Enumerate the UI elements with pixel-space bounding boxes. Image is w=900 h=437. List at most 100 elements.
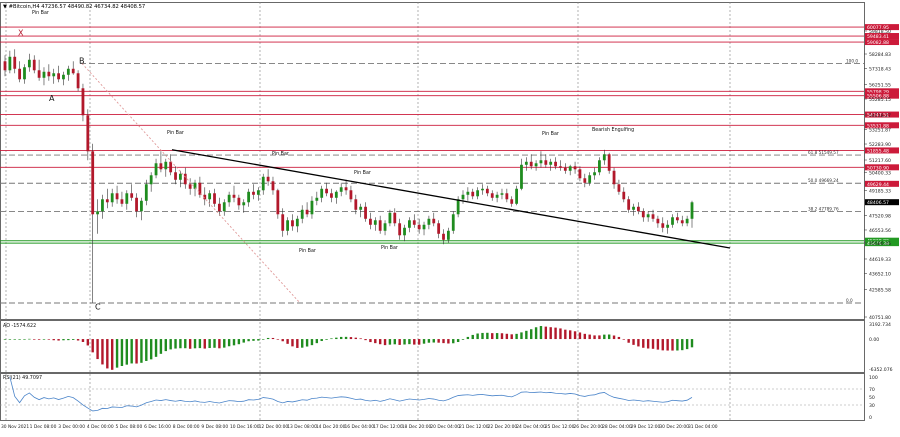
ao-bar (344, 336, 348, 340)
price-tick-label: 42585.58 (869, 287, 891, 293)
candle-body (666, 224, 670, 228)
candle-body (159, 163, 163, 170)
ao-bar (271, 337, 275, 340)
ao-bar (651, 339, 655, 349)
trendline (171, 149, 731, 249)
price-tick-label: 56251.55 (869, 83, 891, 89)
candle-body (179, 173, 182, 180)
ao-bar (583, 333, 587, 340)
candles (3, 49, 694, 303)
candle-body (408, 220, 411, 228)
candle-body (651, 214, 655, 219)
resistance-tag-bg (865, 111, 899, 118)
ao-bar (568, 330, 572, 340)
candle-body (330, 193, 333, 198)
candle-body (140, 200, 143, 212)
ao-bar (593, 335, 596, 340)
ao-bar (388, 339, 392, 345)
candle-body (52, 73, 56, 77)
ao-bar (661, 339, 664, 351)
rsi-tick-label: 50 (869, 395, 875, 401)
resistance-tag: 60077.95 (867, 25, 889, 31)
ao-bar (81, 339, 85, 342)
ao-bar (296, 339, 299, 348)
ao-bar (125, 339, 129, 365)
price-tag: 49629.44 (867, 182, 889, 188)
ao-bar (398, 339, 401, 345)
ao-bar (193, 339, 197, 349)
candle-body (8, 56, 12, 71)
ao-bar (242, 339, 245, 343)
pattern-annotation: Bearish Engulfing (592, 127, 634, 133)
price-tick-label: 58284.83 (869, 52, 891, 58)
ao-bar (690, 339, 694, 348)
candle-body (490, 193, 494, 198)
ao-bar (67, 339, 70, 341)
candle-body (334, 191, 338, 198)
ao-bar (140, 339, 143, 363)
candle-body (461, 194, 465, 200)
candle-body (612, 170, 616, 185)
ao-bar (320, 339, 323, 342)
candle-body (349, 190, 353, 200)
pattern-annotation: Pin Bar (381, 245, 398, 251)
ao-bar (681, 339, 684, 351)
support-tag-bg (865, 240, 899, 247)
candle-body (193, 182, 197, 189)
candle-body (154, 163, 158, 176)
candle-body (549, 161, 553, 165)
time-tick-label: 14 Dec 20:00 (316, 424, 346, 430)
candle-body (125, 193, 129, 204)
candle-body (281, 214, 285, 231)
pattern-annotation: Pin Bar (272, 151, 289, 157)
ao-bar (578, 332, 582, 340)
candle-body (144, 184, 148, 201)
ao-bar (96, 339, 99, 360)
ao-bar (286, 339, 289, 344)
time-tick-label: 12 Dec 00:00 (259, 424, 289, 430)
candle-body (295, 218, 299, 227)
ao-bar (427, 339, 431, 343)
candle-body (593, 172, 596, 176)
rsi-tick-label: 0 (869, 415, 872, 421)
candle-body (637, 206, 640, 212)
price-tick-label: 40751.80 (869, 315, 891, 321)
candle-body (47, 71, 51, 77)
time-axis: 30 Nov 2021 1 Dec 08:00 3 Dec 00:00 4 Dec 0… (1, 424, 718, 430)
fib-label: 100.0 (846, 58, 858, 63)
candle-body (3, 61, 7, 71)
ao-bar (637, 339, 640, 347)
ao-bar (223, 339, 226, 348)
candle-body (203, 194, 207, 200)
ao-bar (666, 339, 669, 351)
ao-bar (213, 339, 216, 348)
price-tick-label: 54218.27 (869, 113, 891, 119)
ao-tick-label: 3192.734 (869, 322, 891, 328)
time-tick-label: 30 Dec 20:00 (659, 424, 689, 430)
ao-bar (456, 339, 460, 343)
price-tick-label: 50400.33 (869, 170, 891, 176)
rsi-tick-label: 30 (869, 403, 875, 409)
candle-body (393, 212, 397, 224)
candle-body (149, 175, 153, 185)
ao-bar (335, 337, 338, 340)
ao-bar (208, 339, 211, 349)
candle-body (534, 163, 538, 167)
candle-body (481, 188, 484, 191)
ao-bar (476, 333, 479, 340)
candle-body (135, 197, 138, 212)
candle-body (437, 223, 441, 234)
ao-bar (52, 339, 55, 341)
candle-body (388, 212, 392, 224)
time-tick-label: 29 Dec 12:00 (631, 424, 661, 430)
ao-bar (559, 328, 562, 340)
candle-body (364, 206, 367, 219)
ao-bar (510, 334, 513, 340)
ao-bar (671, 339, 674, 351)
ao-bar (447, 339, 450, 344)
candle-body (627, 199, 631, 210)
ao-bar (432, 339, 435, 343)
ao-bar (149, 339, 153, 360)
candle-body (373, 220, 377, 225)
ao-bar (466, 336, 470, 340)
